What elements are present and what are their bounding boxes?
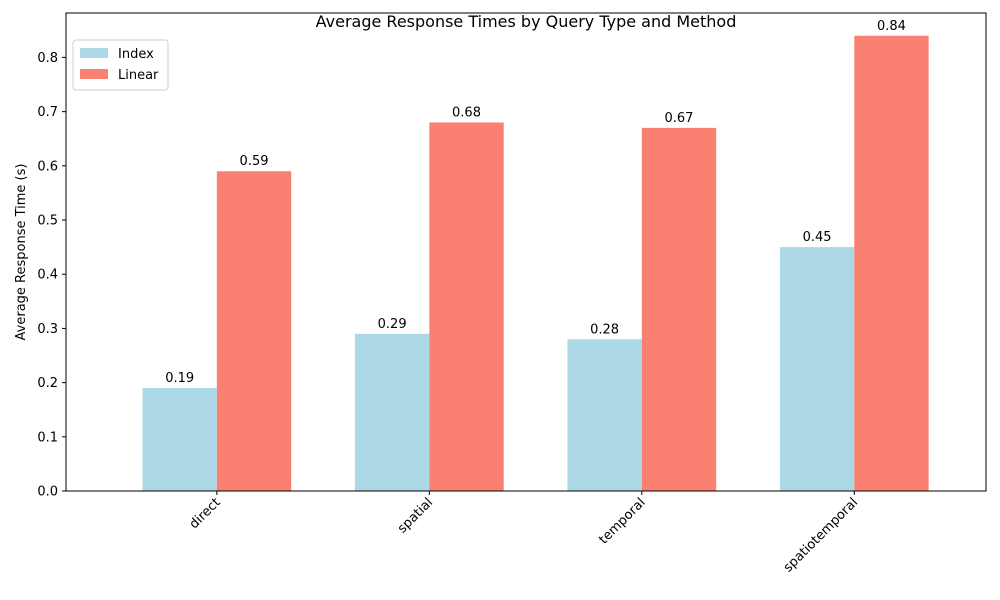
data-label-linear-direct: 0.59 [240,154,269,169]
y-tick-label: 0.8 [37,51,58,66]
legend-swatch-linear [80,69,108,79]
y-tick-label: 0.6 [37,159,58,174]
y-tick-label: 0.4 [37,268,58,283]
legend-swatch-index [80,48,108,58]
data-labels-group: 0.19 0.29 0.28 0.45 0.59 0.68 0.67 0.84 [165,19,906,386]
y-axis-label: Average Response Time (s) [14,164,29,341]
bar-linear-temporal [641,127,717,491]
data-label-linear-spatiotemporal: 0.84 [877,19,906,34]
legend-label-index: Index [118,47,154,62]
bar-index-direct [142,388,217,491]
data-label-linear-spatial: 0.68 [452,105,481,120]
plot-frame [65,12,987,492]
y-tick-label: 0.1 [37,430,58,445]
bar-index-spatial [354,333,430,491]
data-label-index-temporal: 0.28 [590,322,619,337]
y-tick-label: 0.2 [37,376,58,391]
x-tick-label-direct: direct [187,495,224,532]
y-tick-label: 0.5 [37,214,58,229]
legend: Index Linear [72,39,169,91]
bar-linear-spatial [429,122,504,491]
data-label-index-spatial: 0.29 [378,317,407,332]
x-axis: direct spatial temporal spatiotemporal [187,491,861,576]
legend-label-linear: Linear [118,68,159,83]
chart-title: Average Response Times by Query Type and… [316,12,737,31]
y-tick-label: 0.7 [37,105,58,120]
bars-group [142,35,929,492]
bar-linear-spatiotemporal [854,35,929,492]
data-label-linear-temporal: 0.67 [665,111,694,126]
x-tick-label-temporal: temporal [596,495,648,547]
y-axis: 0.0 0.1 0.2 0.3 0.4 0.5 0.6 0.7 0.8 [37,51,66,500]
bar-index-temporal [567,339,642,491]
x-tick-label-spatiotemporal: spatiotemporal [781,495,861,575]
x-tick-label-spatial: spatial [395,495,436,536]
data-label-index-spatiotemporal: 0.45 [803,230,832,245]
y-tick-label: 0.3 [37,322,58,337]
y-tick-label: 0.0 [37,485,58,500]
bar-linear-direct [216,171,292,491]
bar-index-spatiotemporal [779,247,855,491]
data-label-index-direct: 0.19 [165,371,194,386]
